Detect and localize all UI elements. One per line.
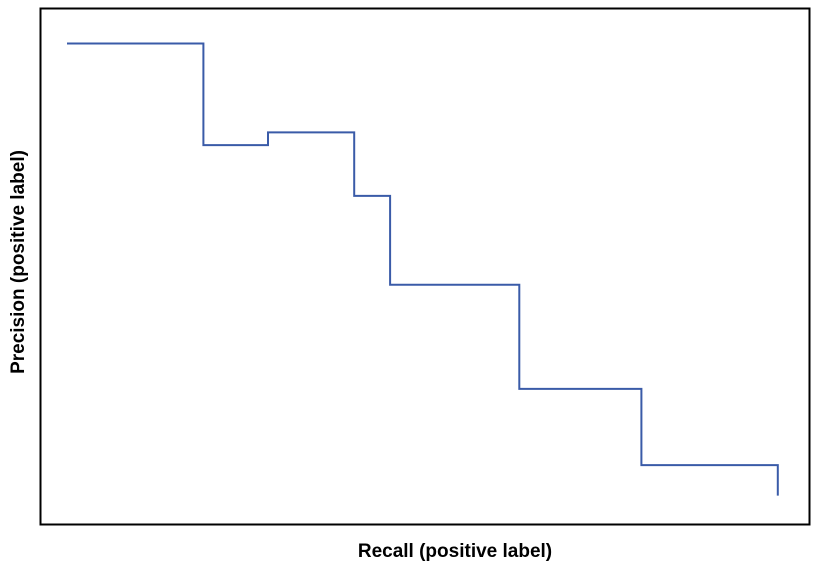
x-axis-label: Recall (positive label) [358, 541, 552, 562]
plot-frame [39, 7, 811, 526]
y-axis-label: Precision (positive label) [8, 150, 29, 374]
series-layer [67, 42, 779, 496]
series-line-1 [67, 42, 779, 496]
